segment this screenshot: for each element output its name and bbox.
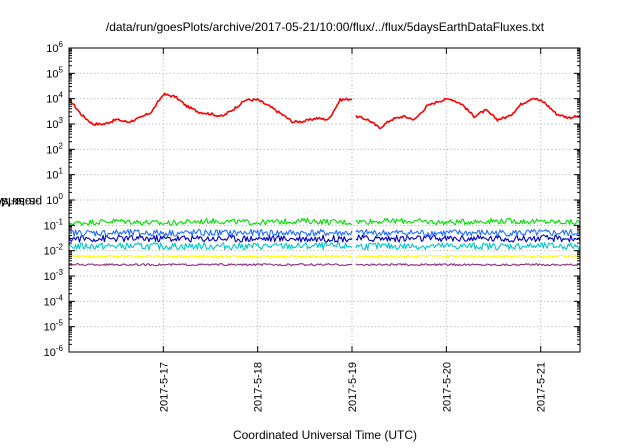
series-line	[68, 234, 353, 243]
y-tick-label: 102	[46, 141, 63, 156]
series-line	[68, 92, 353, 126]
y-tick-exponent: 0	[59, 192, 64, 201]
y-tick-label: 105	[46, 65, 63, 80]
series-line	[68, 242, 353, 251]
series-line	[355, 242, 581, 251]
series-line	[68, 254, 353, 258]
y-tick-labels: 10-610-510-410-310-210-11001011021031041…	[44, 40, 64, 359]
series-layer	[68, 92, 581, 267]
y-tick-exponent: -2	[56, 243, 64, 252]
x-tick-label: 2017-5-21	[536, 362, 548, 412]
tick-marks	[69, 47, 580, 353]
y-tick-exponent: -5	[56, 319, 64, 328]
series-line	[355, 217, 581, 226]
y-tick-label: 10-4	[44, 293, 64, 308]
x-axis-label: Coordinated Universal Time (UTC)	[232, 428, 418, 442]
y-tick-exponent: 6	[59, 40, 64, 49]
y-tick-label: 10-5	[44, 319, 64, 334]
y-tick-label: 10-3	[44, 268, 64, 283]
x-tick-label: 2017-5-20	[441, 362, 453, 412]
series-line	[355, 234, 581, 243]
y-tick-label: 10-6	[44, 344, 64, 359]
x-tick-labels: 2017-5-17 2017-5-18 2017-5-19 2017-5-20 2017…	[158, 362, 547, 412]
series-line	[355, 254, 581, 258]
x-tick-label: 2017-5-17	[158, 362, 170, 412]
series-line	[355, 263, 581, 267]
y-tick-exponent: 3	[59, 116, 64, 125]
series-line	[68, 263, 353, 267]
y-tick-label: 10-2	[44, 243, 64, 258]
y-tick-exponent: 2	[59, 141, 64, 150]
y-tick-label: 103	[46, 116, 63, 131]
series-line	[355, 97, 581, 130]
y-tick-exponent: -1	[56, 217, 64, 226]
y-tick-exponent: 5	[59, 65, 64, 74]
y-tick-label: 10-1	[44, 217, 64, 232]
y-tick-exponent: -6	[56, 344, 64, 353]
series-line	[68, 217, 353, 226]
x-tick-label: 2017-5-18	[253, 362, 265, 412]
y-tick-exponent: 4	[59, 91, 64, 100]
grid	[69, 48, 580, 352]
y-tick-label: 104	[46, 91, 63, 106]
chart-title: /data/run/goesPlots/archive/2017-05-21/1…	[105, 20, 545, 34]
y-tick-exponent: -3	[56, 268, 64, 277]
y-tick-label: 101	[46, 167, 63, 182]
x-tick-label: 2017-5-19	[347, 362, 359, 412]
y-axis-label-post: -s-sr-MeV	[0, 195, 39, 210]
y-tick-exponent: 1	[59, 167, 64, 176]
series-line	[355, 228, 581, 238]
series-line	[68, 228, 353, 238]
y-tick-exponent: -4	[56, 293, 64, 302]
y-tick-label: 100	[46, 192, 63, 207]
y-tick-label: 106	[46, 40, 63, 55]
